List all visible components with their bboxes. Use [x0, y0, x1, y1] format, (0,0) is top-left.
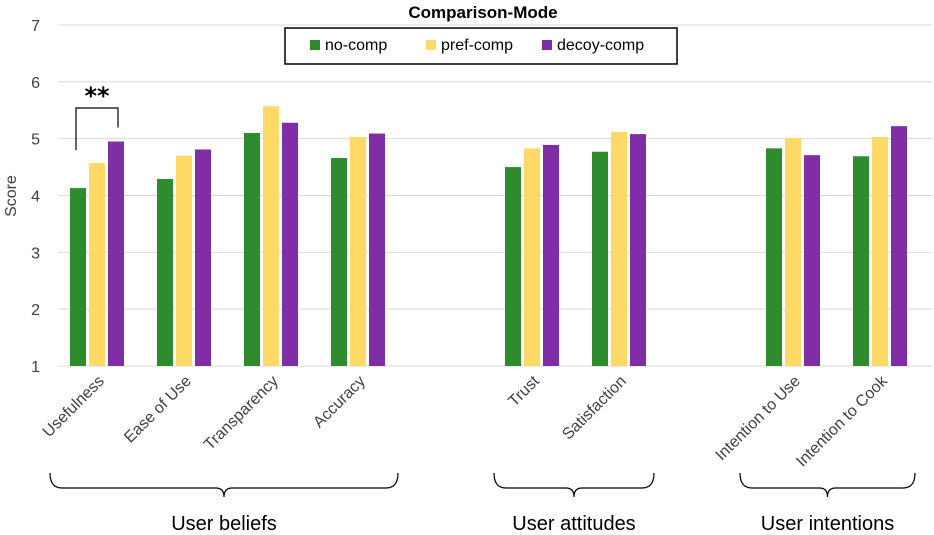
bar-decoy-comp-accuracy	[369, 133, 385, 366]
significance-bracket	[75, 107, 119, 151]
legend-label-pref-comp: pref-comp	[441, 37, 513, 54]
bar-no-comp-accuracy	[331, 157, 347, 366]
y-tick-label: 6	[31, 75, 40, 92]
bar-no-comp-trust	[505, 167, 521, 366]
bar-pref-comp-trust	[524, 148, 540, 366]
significance-annotation: **	[75, 82, 119, 151]
y-tick-label: 7	[31, 18, 40, 35]
category-labels: Usefulness Ease of Use Transparency Accurac…	[40, 372, 892, 470]
brace-user-intentions	[739, 472, 916, 498]
bar-pref-comp-intention-to-use	[785, 138, 801, 366]
group-label-user-beliefs: User beliefs	[171, 513, 277, 535]
category-label-intention-to-use: Intention to Use	[713, 373, 804, 464]
category-label-satisfaction: Satisfaction	[559, 373, 630, 444]
legend-label-decoy-comp: decoy-comp	[557, 37, 644, 54]
bar-no-comp-transparency	[244, 132, 260, 366]
bar-decoy-comp-usefulness	[108, 141, 124, 366]
bar-no-comp-satisfaction	[592, 151, 608, 366]
group-labels: User beliefs User attitudes User intention…	[171, 513, 894, 535]
bar-decoy-comp-trust	[543, 144, 559, 366]
category-label-trust: Trust	[505, 372, 543, 410]
y-axis-label: Score	[3, 175, 20, 217]
bar-pref-comp-satisfaction	[611, 131, 627, 366]
y-tick-label: 5	[31, 132, 40, 149]
category-label-transparency: Transparency	[201, 373, 282, 454]
bar-decoy-comp-intention-to-use	[804, 155, 820, 366]
category-label-usefulness: Usefulness	[40, 373, 108, 441]
y-tick-label: 3	[31, 245, 40, 262]
legend-label-no-comp: no-comp	[325, 37, 387, 54]
bar-decoy-comp-ease-of-use	[195, 149, 211, 366]
bar-no-comp-intention-to-cook	[853, 156, 869, 366]
y-tick-label: 1	[31, 359, 40, 376]
significance-marker: **	[84, 82, 110, 110]
group-label-user-intentions: User intentions	[761, 513, 894, 535]
bar-no-comp-intention-to-use	[766, 148, 782, 366]
group-label-user-attitudes: User attitudes	[512, 513, 635, 535]
bars	[70, 106, 907, 367]
y-tick-label: 2	[31, 302, 40, 319]
category-label-intention-to-cook: Intention to Cook	[793, 372, 891, 470]
bar-pref-comp-ease-of-use	[176, 155, 192, 366]
y-axis-ticks: 1 2 3 4 5 6 7	[31, 18, 40, 376]
brace-user-beliefs	[49, 472, 399, 498]
bar-decoy-comp-intention-to-cook	[891, 126, 907, 366]
y-tick-label: 4	[31, 189, 40, 206]
brace-user-attitudes	[493, 472, 655, 498]
bar-no-comp-ease-of-use	[157, 179, 173, 366]
legend-box	[284, 27, 678, 65]
bar-no-comp-usefulness	[70, 188, 86, 366]
category-label-accuracy: Accuracy	[310, 373, 369, 432]
category-label-ease-of-use: Ease of Use	[121, 373, 195, 447]
group-braces	[49, 472, 916, 498]
legend-swatch-no-comp	[310, 40, 320, 50]
bar-decoy-comp-satisfaction	[630, 134, 646, 366]
bar-decoy-comp-transparency	[282, 122, 298, 367]
bar-pref-comp-accuracy	[350, 136, 366, 366]
chart-title: Comparison-Mode	[408, 3, 557, 22]
legend-swatch-decoy-comp	[542, 40, 552, 50]
bar-pref-comp-transparency	[263, 106, 279, 366]
legend: no-comp pref-comp decoy-comp	[284, 27, 678, 65]
bar-pref-comp-intention-to-cook	[872, 136, 888, 366]
bar-pref-comp-usefulness	[89, 163, 105, 366]
legend-swatch-pref-comp	[426, 40, 436, 50]
